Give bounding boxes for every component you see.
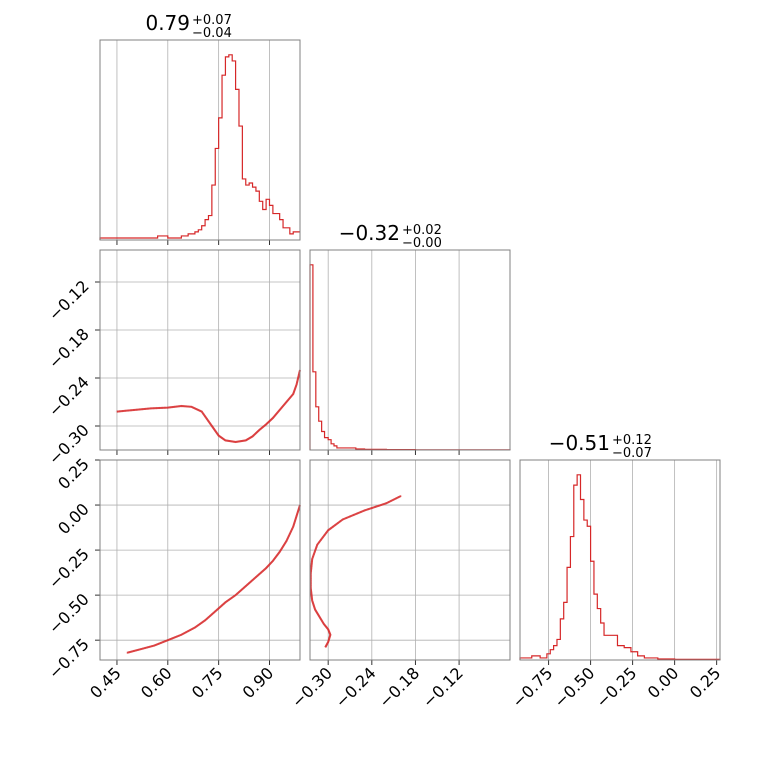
panel-frame <box>309 459 511 661</box>
param-median-label: −0.32 <box>339 221 400 245</box>
x-tick-label: 0.90 <box>239 663 278 702</box>
y-tick-label: 0.00 <box>54 499 93 538</box>
histogram-steps <box>309 264 511 451</box>
x-tick-label: −0.12 <box>419 663 467 711</box>
param-lower-error: −0.07 <box>612 446 652 461</box>
x-tick-label: −0.18 <box>375 663 423 711</box>
panel-frame <box>99 249 301 451</box>
param-upper-error: +0.07 <box>192 13 232 28</box>
hist-param-0: 0.79 +0.07−0.04 <box>99 11 301 245</box>
y-tick-label: −0.50 <box>45 590 93 638</box>
param-upper-error: +0.12 <box>612 433 652 448</box>
param-lower-error: −0.00 <box>402 236 442 251</box>
x-tick-label: 0.45 <box>86 663 125 702</box>
y-tick-label: −0.24 <box>45 372 93 420</box>
y-tick-label: −0.18 <box>45 324 93 372</box>
density-contour <box>309 495 402 648</box>
panel-frame <box>519 459 721 661</box>
param-lower-error: −0.04 <box>192 26 232 41</box>
x-tick-label: −0.30 <box>288 663 336 711</box>
scatter-param-0-vs-param-2: 0.250.00−0.25−0.50−0.750.45 0.60 0.75 0.90 <box>45 454 301 702</box>
hist-param-2: −0.51 +0.12−0.07 −0.75−0.50−0.25 0.00 0.25 <box>508 431 724 711</box>
hist-param-1: −0.32 +0.02−0.00 <box>309 221 511 455</box>
scatter-param-0-vs-param-1: −0.12−0.18−0.24−0.30 <box>45 249 301 468</box>
param-upper-error: +0.02 <box>402 223 442 238</box>
y-tick-label: −0.25 <box>45 544 93 592</box>
panel-frame <box>309 249 511 451</box>
density-contour <box>116 369 301 444</box>
x-tick-label: −0.75 <box>508 663 556 711</box>
panel-frame <box>99 39 301 241</box>
x-tick-label: 0.25 <box>686 663 725 702</box>
x-tick-label: 0.75 <box>188 663 227 702</box>
density-contour <box>126 504 301 654</box>
histogram-steps <box>99 54 300 240</box>
x-tick-label: −0.24 <box>332 663 380 711</box>
y-tick-label: −0.12 <box>45 276 93 324</box>
x-tick-label: −0.50 <box>550 663 598 711</box>
param-median-label: 0.79 <box>145 11 190 35</box>
x-tick-label: −0.25 <box>592 663 640 711</box>
x-tick-label: 0.60 <box>137 663 176 702</box>
panel-frame <box>99 459 301 661</box>
param-median-label: −0.51 <box>549 431 610 455</box>
histogram-steps <box>519 474 721 660</box>
x-tick-label: 0.00 <box>644 663 683 702</box>
y-tick-label: −0.75 <box>45 635 93 683</box>
scatter-param-1-vs-param-2: −0.30−0.24−0.18−0.12 <box>288 459 511 711</box>
